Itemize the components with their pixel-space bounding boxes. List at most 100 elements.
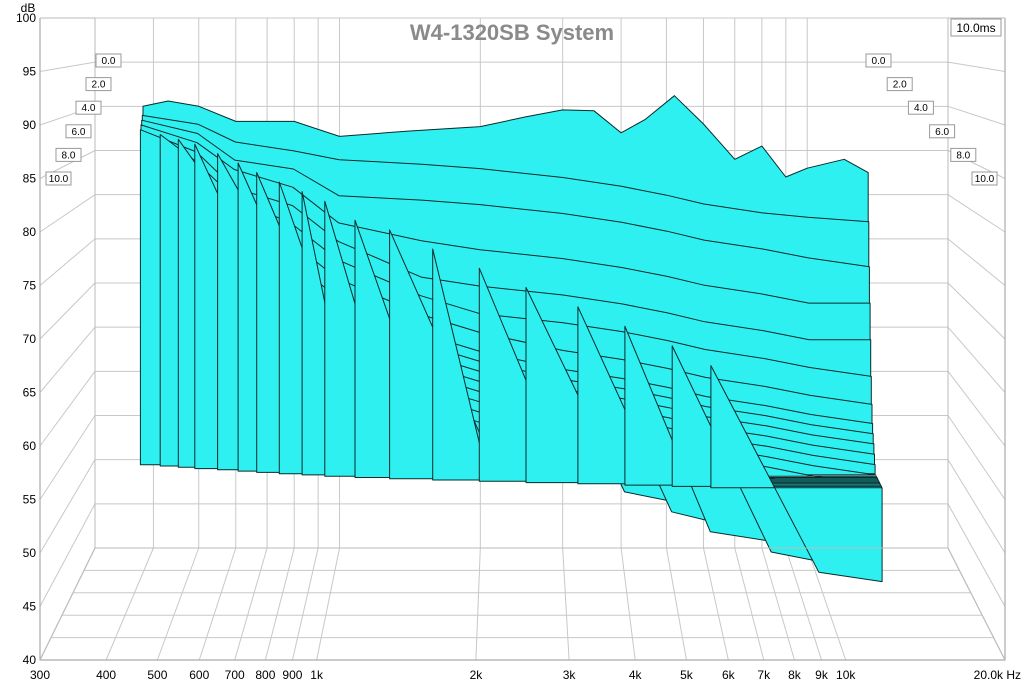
time-range-label: 10.0ms	[956, 21, 995, 35]
gridline-floor	[702, 547, 729, 661]
x-tick-label: 1k	[310, 668, 324, 682]
gridline-floor	[156, 547, 200, 661]
decay-slices	[139, 95, 883, 583]
svg-text:4.0: 4.0	[82, 103, 96, 114]
svg-text:0.0: 0.0	[102, 56, 116, 67]
gridline-left-wall	[39, 326, 96, 393]
x-tick-label: 500	[147, 668, 167, 682]
x-tick-label: 7k	[757, 668, 771, 682]
svg-text:10.0: 10.0	[975, 174, 995, 185]
x-tick-label: 8k	[788, 668, 802, 682]
y-tick-label: 70	[23, 332, 37, 346]
y-tick-label: 65	[23, 386, 37, 400]
time-slice-label-right: 8.0	[950, 147, 977, 162]
left-edge	[39, 547, 96, 661]
gridline-floor	[291, 547, 319, 661]
gridline-right-wall	[947, 371, 1006, 447]
gridline-left-wall	[39, 371, 96, 447]
gridline-left-wall	[39, 238, 96, 286]
x-tick-label: 3k	[563, 668, 577, 682]
svg-text:6.0: 6.0	[935, 127, 949, 138]
time-slice-label-left: 0.0	[95, 53, 122, 68]
y-tick-label: 45	[23, 600, 37, 614]
y-tick-label: 100	[16, 11, 36, 25]
gridline-right-wall	[947, 194, 1006, 233]
gridline-floor	[806, 547, 847, 661]
x-tick-label: 400	[96, 668, 116, 682]
gridline-floor	[620, 547, 636, 661]
gridline-left-wall	[39, 282, 96, 340]
svg-text:2.0: 2.0	[893, 80, 907, 91]
y-tick-label: 75	[23, 279, 37, 293]
x-tick-label: 2k	[470, 668, 484, 682]
front-frame	[39, 18, 1006, 661]
y-tick-label: 80	[23, 225, 37, 239]
y-axis-labels: 100 95 90 85 80 75 70 65 60 55 50 45 40	[16, 11, 36, 667]
gridline-floor	[264, 547, 295, 661]
x-tick-label: 9k	[815, 668, 829, 682]
x-tick-label: 300	[30, 668, 50, 682]
x-tick-label: 900	[282, 668, 302, 682]
x-tick-label: 10k	[836, 668, 856, 682]
gridline-right-wall	[947, 238, 1006, 286]
gridline-left-wall	[39, 503, 96, 607]
x-tick-label: 20.0k Hz	[974, 668, 1021, 682]
gridline-floor	[316, 547, 341, 661]
gridline-left-wall	[39, 194, 96, 233]
svg-text:8.0: 8.0	[956, 150, 970, 161]
y-tick-label: 50	[23, 546, 37, 560]
gridline-floor	[475, 547, 481, 661]
time-slice-label-left: 6.0	[65, 124, 92, 139]
back-frame	[94, 18, 949, 549]
gridline-floor	[105, 547, 154, 661]
y-tick-label: 95	[23, 65, 37, 79]
y-tick-label: 90	[23, 118, 37, 132]
gridline-right-wall	[947, 61, 1006, 72]
right-edge	[947, 547, 1006, 661]
gridline-floor	[785, 547, 822, 661]
y-tick-label: 60	[23, 439, 37, 453]
x-tick-label: 6k	[722, 668, 736, 682]
gridline-left-wall	[39, 61, 96, 72]
time-labels: 0.0 0.0 2.0 2.0 4.0 4.0 6.0 6.0 8.0 8.0 10.0 10.0	[45, 53, 998, 186]
time-slice-label-right: 4.0	[907, 100, 934, 115]
gridline-floor	[734, 547, 765, 661]
svg-text:2.0: 2.0	[92, 80, 106, 91]
time-slice-label-right: 2.0	[886, 77, 913, 92]
gridline-floor	[234, 547, 268, 661]
x-tick-label: 600	[189, 668, 209, 682]
gridline-floor	[665, 547, 687, 661]
gridline-right-wall	[947, 415, 1006, 500]
gridline-floor	[761, 547, 795, 661]
y-tick-label: 85	[23, 172, 37, 186]
y-axis-unit-label: dB	[21, 1, 36, 15]
decay-slice-8.0	[710, 365, 883, 583]
x-tick-label: 800	[255, 668, 275, 682]
y-tick-label: 40	[23, 653, 37, 667]
svg-text:10.0: 10.0	[49, 174, 69, 185]
x-axis-labels: 300 400 500 600 700 800 900 1k 2k 3k 4k 5k 6k 7k 8k 9k 1…	[30, 668, 1021, 682]
gridline-right-wall	[947, 503, 1006, 607]
time-slice-label-right: 6.0	[929, 124, 956, 139]
time-slice-label-left: 2.0	[85, 77, 112, 92]
time-slice-label-left: 10.0	[45, 171, 72, 186]
chart-title: W4-1320SB System	[410, 20, 614, 45]
gridline-right-wall	[947, 282, 1006, 340]
svg-text:6.0: 6.0	[72, 127, 86, 138]
time-slice-label-right: 10.0	[971, 171, 998, 186]
svg-text:8.0: 8.0	[62, 150, 76, 161]
gridline-floor	[198, 547, 237, 661]
time-slice-label-left: 4.0	[75, 100, 102, 115]
gridline-right-wall	[947, 459, 1006, 554]
gridline-right-wall	[947, 105, 1006, 126]
y-tick-label: 55	[23, 493, 37, 507]
svg-text:4.0: 4.0	[914, 103, 928, 114]
x-tick-label: 5k	[680, 668, 694, 682]
x-tick-label: 4k	[629, 668, 643, 682]
x-tick-label: 700	[225, 668, 245, 682]
time-slice-label-right: 0.0	[865, 53, 892, 68]
time-slice-label-left: 8.0	[55, 147, 82, 162]
gridline-floor	[562, 547, 570, 661]
plot-frame	[39, 17, 1006, 661]
